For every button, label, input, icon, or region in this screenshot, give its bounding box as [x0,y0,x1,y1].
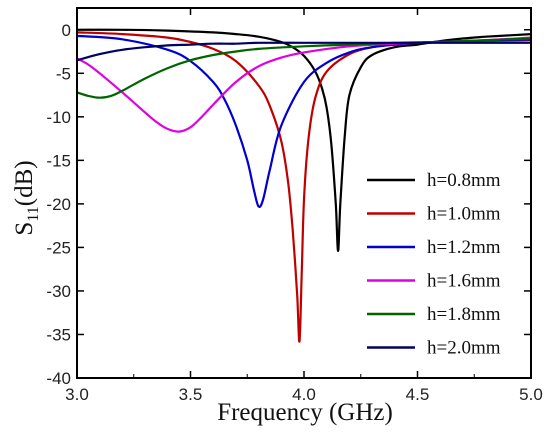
x-tick-label: 4.5 [406,385,430,404]
series-layer [76,28,532,343]
series-line-4 [76,36,532,133]
series-line-6 [76,41,531,62]
y-tick-label: -35 [46,325,71,344]
x-axis-title: Frequency (GHz) [217,399,393,426]
y-tick-label: -25 [46,238,71,257]
legend-label-5: h=1.8mm [427,304,501,325]
y-tick-label: 0 [62,21,71,40]
y-axis-title-unit: (dB) [11,160,38,206]
legend-label-3: h=1.2mm [427,237,501,258]
legend-label-2: h=1.0mm [427,204,501,225]
x-tick-label: 5.0 [519,385,543,404]
x-tick-label: 4.0 [292,385,316,404]
axis-ticks: 3.0 3.5 4.0 4.5 5.0 0 -5 -10 -15 -20 -25 -30 -35 -40 [46,8,543,404]
y-axis-title: S11(dB) [11,160,42,235]
x-tick-label: 3.5 [179,385,203,404]
series-line-1 [76,28,532,252]
y-tick-label: -20 [46,195,71,214]
legend-label-1: h=0.8mm [427,170,501,191]
y-tick-label: -15 [46,151,71,170]
legend-label-6: h=2.0mm [427,338,501,359]
y-tick-label: -5 [56,64,71,83]
y-axis-title-sub: 11 [25,206,42,221]
y-tick-label: -10 [46,108,71,127]
y-axis-title-main: S [11,222,38,236]
x-tick-label: 3.0 [65,385,89,404]
legend-label-4: h=1.6mm [427,271,501,292]
legend: h=0.8mm h=1.0mm h=1.2mm h=1.6mm h=1.8mm h=2.0… [367,170,501,359]
series-line-3 [76,34,532,208]
y-tick-label: -30 [46,282,71,301]
y-tick-label: -40 [46,369,71,388]
